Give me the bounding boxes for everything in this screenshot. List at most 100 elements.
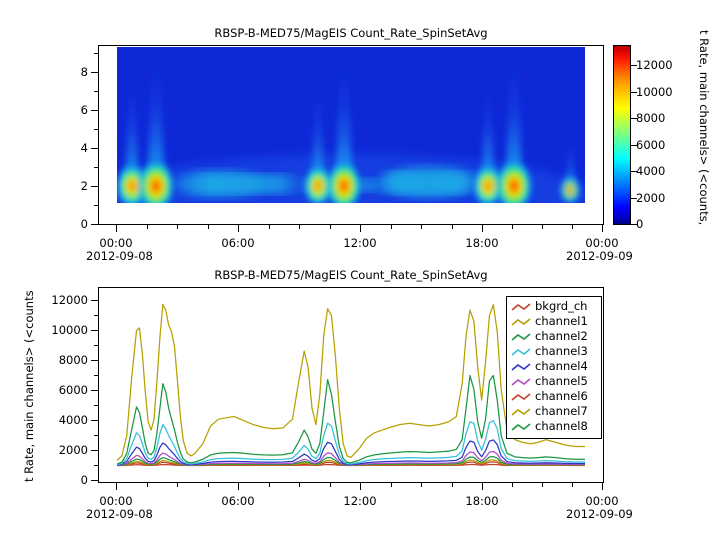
bottom-ytick-mark	[91, 450, 98, 452]
legend-swatch-icon	[511, 332, 531, 342]
bottom-ytick-4000: 4000	[58, 413, 88, 427]
bottom-ytick-mark	[91, 300, 98, 302]
top-ytick-8: 8	[80, 65, 88, 79]
legend-item-channel2[interactable]: channel2	[507, 329, 601, 344]
legend-swatch-icon	[511, 302, 531, 312]
colorbar-tick-mark	[631, 171, 637, 173]
line-series-channel7	[116, 304, 585, 461]
top-ytick-mark	[91, 72, 98, 74]
colorbar-tick-8000: 8000	[636, 111, 666, 125]
bottom-ytick-minor	[94, 345, 98, 347]
top-xtick-label-1: 06:00	[221, 236, 255, 250]
colorbar-tick-6000: 6000	[636, 138, 666, 152]
top-ytick-minor	[94, 91, 98, 93]
bottom-ytick-10000: 10000	[51, 323, 88, 337]
bottom-ytick-mark	[91, 360, 98, 362]
legend-label: channel3	[535, 344, 588, 358]
bottom-xtick-minor	[330, 483, 332, 487]
colorbar-tick-0: 0	[636, 217, 644, 231]
legend-swatch-icon	[511, 392, 531, 402]
top-ytick-minor	[94, 167, 98, 169]
top-ytick-4: 4	[80, 141, 88, 155]
legend-item-bkgrd_ch[interactable]: bkgrd_ch	[507, 299, 601, 314]
top-xtick-label-2: 12:00	[343, 236, 377, 250]
top-xtick-minor	[208, 225, 210, 229]
legend-item-channel7[interactable]: channel7	[507, 404, 601, 419]
line-series-channel6	[116, 461, 585, 467]
top-xtick-mark	[360, 225, 362, 232]
top-xtick-label-4: 00:00	[585, 236, 619, 250]
legend-label: channel6	[535, 389, 588, 403]
bottom-xtick-minor	[269, 483, 271, 487]
colorbar-tick-mark	[631, 92, 637, 94]
bottom-xtick-mark	[238, 483, 240, 490]
line-series-bkgrd_ch	[116, 463, 585, 467]
bottom-xtick-minor	[147, 483, 149, 487]
bottom-xtick-label-1: 06:00	[221, 494, 255, 508]
legend-item-channel6[interactable]: channel6	[507, 389, 601, 404]
top-xtick-minor	[269, 225, 271, 229]
legend-swatch-icon	[511, 347, 531, 357]
top-ytick-6: 6	[80, 103, 88, 117]
bottom-xtick-label-3: 18:00	[465, 494, 499, 508]
bottom-ytick-8000: 8000	[58, 353, 88, 367]
bottom-xtick-minor	[572, 483, 574, 487]
legend-label: channel4	[535, 359, 588, 373]
top-xtick-minor	[391, 225, 393, 229]
colorbar-tick-mark	[631, 198, 637, 200]
top-xtick-label-3: 18:00	[465, 236, 499, 250]
top-xdate-start: 2012-09-08	[86, 249, 153, 263]
top-xtick-minor	[330, 225, 332, 229]
colorbar-tick-10000: 10000	[636, 85, 673, 99]
bottom-xtick-label-0: 00:00	[99, 494, 133, 508]
legend-label: bkgrd_ch	[535, 299, 588, 313]
bottom-xtick-minor	[299, 483, 301, 487]
bottom-ytick-minor	[94, 315, 98, 317]
bottom-xtick-mark	[602, 483, 604, 490]
top-xtick-minor	[177, 225, 179, 229]
bottom-panel-title: RBSP-B-MED75/MagEIS Count_Rate_SpinSetAv…	[214, 268, 488, 282]
legend-label: channel1	[535, 314, 588, 328]
line-series-channel2	[116, 455, 585, 466]
bottom-ytick-0: 0	[80, 473, 88, 487]
bottom-xtick-minor	[391, 483, 393, 487]
top-ytick-2: 2	[80, 179, 88, 193]
top-xtick-minor	[512, 225, 514, 229]
legend-item-channel1[interactable]: channel1	[507, 314, 601, 329]
bottom-xtick-minor	[542, 483, 544, 487]
legend-item-channel8[interactable]: channel8	[507, 419, 601, 434]
colorbar	[613, 45, 631, 225]
line-series-channel3	[116, 419, 585, 466]
top-panel-title: RBSP-B-MED75/MagEIS Count_Rate_SpinSetAv…	[214, 26, 488, 40]
colorbar-tick-mark	[631, 65, 637, 67]
bottom-xdate-end: 2012-09-09	[566, 507, 633, 521]
top-xtick-minor	[147, 225, 149, 229]
top-ytick-mark	[91, 148, 98, 150]
top-xtick-minor	[572, 225, 574, 229]
bottom-xtick-minor	[452, 483, 454, 487]
bottom-xtick-minor	[208, 483, 210, 487]
top-xtick-mark	[238, 225, 240, 232]
line-series-channel5	[116, 450, 585, 466]
legend-item-channel4[interactable]: channel4	[507, 359, 601, 374]
top-ytick-mark	[91, 224, 98, 226]
bottom-xtick-mark	[360, 483, 362, 490]
legend-label: channel8	[535, 419, 588, 433]
bottom-ytick-mark	[91, 420, 98, 422]
line-series-channel8	[116, 374, 585, 465]
top-xtick-mark	[602, 225, 604, 232]
legend-item-channel3[interactable]: channel3	[507, 344, 601, 359]
top-xtick-label-0: 00:00	[99, 236, 133, 250]
top-xtick-mark	[116, 225, 118, 232]
bottom-ytick-mark	[91, 330, 98, 332]
bottom-ytick-6000: 6000	[58, 383, 88, 397]
legend-item-channel5[interactable]: channel5	[507, 374, 601, 389]
bottom-xtick-label-4: 00:00	[585, 494, 619, 508]
top-xtick-minor	[452, 225, 454, 229]
bottom-ytick-minor	[94, 435, 98, 437]
colorbar-tick-mark	[631, 224, 637, 226]
top-ytick-mark	[91, 110, 98, 112]
bottom-ytick-2000: 2000	[58, 443, 88, 457]
legend[interactable]: bkgrd_ch channel1 channel2 channel3 channel4…	[506, 296, 602, 439]
top-ytick-minor	[94, 205, 98, 207]
